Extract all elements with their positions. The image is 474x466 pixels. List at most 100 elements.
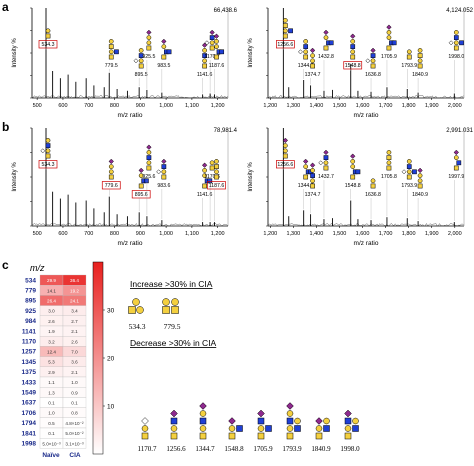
x-tick-label: 1,500	[333, 103, 347, 109]
galnac-square-icon	[370, 183, 376, 189]
heatmap-cell-value: 14.1	[47, 288, 56, 293]
galactose-circle-icon	[286, 425, 294, 432]
galactose-circle-icon	[344, 425, 352, 432]
galnac-square-icon	[417, 63, 423, 69]
baseline-noise	[31, 223, 228, 227]
heatmap-cell-value: 3.1×10⁻³	[65, 441, 84, 446]
peak-mass-label: 1344.7	[298, 63, 314, 69]
heatmap-svg: m/z Naïve CIA Increase >30% in CIA Decre…	[22, 261, 360, 459]
galactose-circle-icon	[283, 28, 288, 34]
galnac-square-icon	[386, 165, 392, 171]
glcnac-square-icon	[355, 169, 361, 175]
glcnac-square-icon	[146, 155, 152, 160]
sialic-diamond-icon	[201, 162, 208, 168]
fucose-diamond-icon	[318, 160, 324, 166]
decrease-mass-label: 1344.7	[195, 445, 215, 453]
heatmap-row-label: 1549	[22, 390, 37, 397]
glcnac-square-icon	[412, 169, 417, 175]
heatmap-cell-value: 5.3	[48, 360, 55, 365]
galactose-circle-icon	[323, 35, 329, 40]
galnac-square-icon	[202, 63, 207, 69]
galactose-circle-icon	[209, 160, 215, 166]
galactose-circle-icon	[138, 48, 144, 53]
galactose-circle-icon	[202, 48, 207, 53]
decrease-glyph-group	[141, 402, 359, 440]
glcnac-square-icon	[459, 40, 464, 46]
heatmap-cell-value: 7.0	[71, 350, 78, 355]
peak-mass-label: 1840.9	[412, 192, 428, 198]
x-tick-label: 1,200	[263, 231, 277, 237]
peak-mass-label: 1141.6	[197, 72, 213, 78]
galactose-circle-icon	[146, 40, 152, 46]
galactose-circle-icon	[417, 58, 423, 64]
heatmap-row-label: 895	[25, 298, 36, 305]
sialic-diamond-icon	[108, 158, 114, 165]
heatmap-cell-value: 2.6	[48, 319, 55, 324]
galactose-circle-icon	[417, 173, 423, 178]
x-tick-label: 1,100	[185, 231, 199, 237]
glcnac-square-icon	[45, 143, 51, 148]
galactose-circle-icon	[406, 49, 412, 55]
heatmap-row-label: 1141	[22, 328, 36, 335]
galnac-square-icon	[310, 183, 315, 189]
colorbar	[92, 261, 104, 455]
galnac-square-icon	[350, 54, 356, 60]
galnac-square-icon	[161, 174, 167, 180]
galnac-square-icon	[417, 183, 423, 189]
x-tick-label: 900	[136, 103, 145, 109]
x-tick-label: 1,000	[159, 231, 173, 237]
glcnac-square-icon	[257, 417, 265, 425]
galnac-square-icon	[209, 165, 215, 171]
increase-mass-label: 534.3	[129, 322, 146, 331]
decrease-mass-label: 1793.9	[282, 445, 302, 453]
glcnac-square-icon	[207, 178, 213, 184]
galactose-circle-icon	[171, 298, 179, 306]
heatmap-cell-value: 19.2	[70, 288, 79, 293]
galactose-circle-icon	[162, 298, 170, 306]
colorbar-tick-label: 10	[107, 404, 115, 411]
max-intensity-label: 66,438.6	[214, 8, 238, 14]
heatmap-cell-value: 2.1	[71, 370, 78, 375]
galactose-circle-icon	[303, 49, 309, 55]
colorbar-tick-label: 20	[107, 356, 115, 363]
galnac-square-icon	[214, 54, 219, 60]
galactose-circle-icon	[310, 168, 315, 173]
sialic-diamond-icon	[170, 409, 178, 418]
galactose-circle-icon	[202, 168, 207, 173]
heatmap-cell-value: 26.4	[47, 299, 56, 304]
x-tick-label: 1,900	[425, 231, 439, 237]
galactose-circle-icon	[323, 160, 329, 166]
peak-mass-label: 1141.6	[197, 192, 213, 198]
sialic-diamond-icon	[350, 153, 356, 159]
x-tick-label: 500	[33, 231, 42, 237]
peak-mass-label: 1256.6	[277, 162, 293, 168]
galactose-circle-icon	[199, 425, 207, 432]
galactose-circle-icon	[170, 425, 178, 432]
sialic-diamond-icon	[370, 47, 376, 54]
y-axis-label: Intensity %	[12, 38, 18, 68]
galactose-circle-icon	[386, 160, 392, 166]
galnac-square-icon	[138, 183, 144, 189]
galactose-circle-icon	[350, 49, 356, 55]
x-tick-label: 1,200	[211, 103, 225, 109]
galactose-circle-icon	[283, 18, 288, 23]
heatmap-row-label: 1170	[22, 339, 36, 346]
galnac-square-icon	[283, 23, 288, 28]
galnac-square-icon	[108, 44, 114, 49]
x-tick-label: 900	[136, 231, 145, 237]
glcnac-square-icon	[303, 44, 309, 49]
panel-label-c: c	[2, 258, 9, 272]
fucose-diamond-icon	[298, 49, 303, 55]
galnac-square-icon	[406, 174, 412, 180]
galnac-square-icon	[323, 45, 329, 51]
peak-mass-label: 1997.9	[448, 174, 464, 180]
galactose-circle-icon	[315, 425, 323, 432]
increase-mass-label: 779.5	[164, 322, 181, 331]
sialic-diamond-icon	[344, 409, 352, 418]
galactose-circle-icon	[453, 40, 459, 46]
glcnac-square-icon	[352, 425, 359, 432]
heatmap-row-label: 1637	[22, 400, 37, 407]
heatmap-row-label: 779	[25, 288, 36, 295]
x-axis-label: m/z ratio	[354, 112, 379, 119]
decrease-mass-label: 1256.6	[166, 445, 186, 453]
